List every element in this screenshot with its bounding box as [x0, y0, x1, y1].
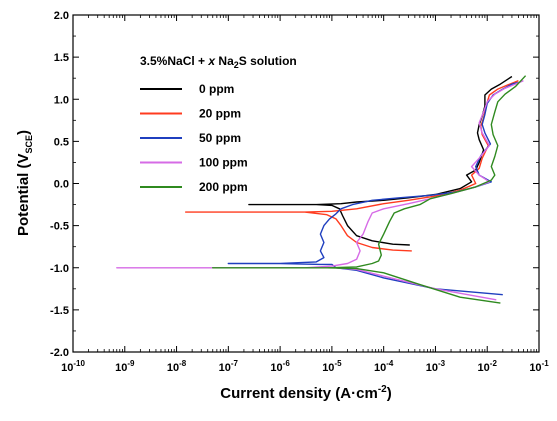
- x-tick-label: 10-9: [115, 359, 135, 374]
- x-tick-label: 10-1: [529, 359, 549, 374]
- legend-label: 100 ppm: [199, 156, 248, 170]
- x-tick-base: 10: [115, 362, 127, 374]
- x-tick-base: 10: [61, 362, 73, 374]
- x-tick-base: 10: [478, 362, 490, 374]
- legend-label: 20 ppm: [199, 107, 241, 121]
- series-line-0-ppm: [248, 75, 513, 246]
- legend-label: 50 ppm: [199, 131, 241, 145]
- x-axis-title: Current density (A·cm-2): [220, 384, 391, 402]
- x-tick-base: 10: [167, 362, 179, 374]
- y-tick-label: -1.0: [50, 263, 69, 275]
- x-tick-exponent: -10: [73, 359, 85, 368]
- y-tick-label: 1.0: [54, 94, 69, 106]
- y-tick-label: 0.5: [54, 136, 69, 148]
- x-tick-exponent: -6: [283, 359, 291, 368]
- y-tick-label: -2.0: [50, 347, 69, 359]
- x-tick-label: 10-7: [219, 359, 239, 374]
- series-layer: [116, 75, 527, 304]
- legend-title: 3.5%NaCl + x Na2S solution: [140, 54, 297, 70]
- x-tick-label: 10-6: [270, 359, 290, 374]
- legend-label: 200 ppm: [199, 180, 248, 194]
- x-tick-base: 10: [529, 362, 541, 374]
- series-line-50-ppm: [227, 81, 519, 296]
- x-tick-base: 10: [270, 362, 282, 374]
- x-tick-exponent: -7: [231, 359, 239, 368]
- y-tick-label: 2.0: [54, 10, 69, 22]
- y-tick-label: -0.5: [50, 221, 69, 233]
- x-tick-label: 10-10: [61, 359, 85, 374]
- x-tick-exponent: -4: [386, 359, 394, 368]
- legend-label: 0 ppm: [199, 82, 234, 96]
- x-tick-base: 10: [219, 362, 231, 374]
- x-tick-base: 10: [426, 362, 438, 374]
- x-tick-label: 10-4: [374, 359, 394, 374]
- x-tick-label: 10-3: [426, 359, 446, 374]
- x-tick-exponent: -1: [542, 359, 550, 368]
- y-axis-title: Potential (VSCE): [15, 130, 34, 236]
- x-tick-label: 10-8: [167, 359, 187, 374]
- x-tick-base: 10: [322, 362, 334, 374]
- y-tick-label: -1.5: [50, 305, 69, 317]
- x-tick-label: 10-2: [478, 359, 498, 374]
- x-tick-exponent: -9: [127, 359, 135, 368]
- x-tick-label: 10-5: [322, 359, 342, 374]
- x-tick-base: 10: [374, 362, 386, 374]
- axis-ticks: 10-10 10-9 10-8 10-7 10-6 10-5 10-4 10-3 10-2 10-…: [50, 10, 549, 374]
- legend: 0 ppm 20 ppm 50 ppm 100 ppm 200 ppm: [140, 82, 248, 194]
- y-tick-label: 1.5: [54, 52, 69, 64]
- y-tick-label: 0.0: [54, 179, 69, 191]
- x-tick-exponent: -5: [334, 359, 342, 368]
- x-tick-exponent: -2: [490, 359, 498, 368]
- series-line-200-ppm: [212, 75, 527, 304]
- x-tick-exponent: -3: [438, 359, 446, 368]
- x-tick-exponent: -8: [179, 359, 187, 368]
